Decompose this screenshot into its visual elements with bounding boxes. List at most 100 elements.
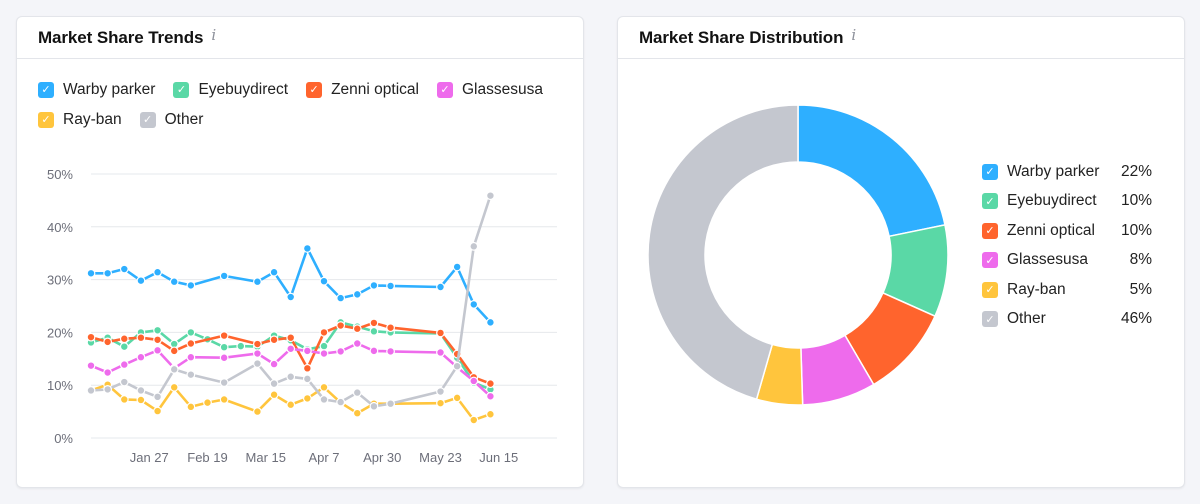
data-point[interactable] <box>253 277 262 287</box>
data-point[interactable] <box>369 401 379 411</box>
data-point[interactable] <box>269 267 279 277</box>
data-point[interactable] <box>136 386 146 395</box>
checkbox-icon[interactable]: ✓ <box>982 252 998 269</box>
data-point[interactable] <box>302 374 312 384</box>
data-point[interactable] <box>302 346 312 356</box>
checkbox-icon[interactable]: ✓ <box>982 163 998 180</box>
data-point[interactable] <box>253 339 262 349</box>
legend-item-ray-ban[interactable]: ✓ Ray-ban 5% <box>982 275 1152 305</box>
data-point[interactable] <box>153 392 162 402</box>
data-point[interactable] <box>352 289 362 299</box>
data-point[interactable] <box>469 376 479 386</box>
checkbox-icon[interactable]: ✓ <box>982 281 998 298</box>
legend-item-other[interactable]: ✓ Other <box>139 110 203 129</box>
data-point[interactable] <box>253 349 262 358</box>
data-point[interactable] <box>136 333 146 343</box>
data-point[interactable] <box>269 335 279 345</box>
data-point[interactable] <box>86 268 96 278</box>
data-point[interactable] <box>119 377 129 387</box>
data-point[interactable] <box>153 267 162 277</box>
data-point[interactable] <box>319 276 329 286</box>
data-point[interactable] <box>386 347 395 356</box>
data-point[interactable] <box>269 390 279 400</box>
legend-item-other[interactable]: ✓ Other 46% <box>982 305 1152 335</box>
data-point[interactable] <box>319 349 329 358</box>
checkbox-icon[interactable]: ✓ <box>38 81 54 98</box>
data-point[interactable] <box>469 300 479 309</box>
data-point[interactable] <box>136 276 146 286</box>
data-point[interactable] <box>286 344 296 354</box>
data-point[interactable] <box>219 353 229 363</box>
data-point[interactable] <box>336 397 346 407</box>
data-point[interactable] <box>153 406 162 416</box>
data-point[interactable] <box>286 400 296 410</box>
data-point[interactable] <box>436 328 445 338</box>
data-point[interactable] <box>336 293 346 303</box>
legend-item-zenni-optical[interactable]: ✓ Zenni optical 10% <box>982 216 1152 246</box>
checkbox-icon[interactable]: ✓ <box>139 111 156 128</box>
data-point[interactable] <box>386 281 395 291</box>
checkbox-icon[interactable]: ✓ <box>982 193 998 210</box>
data-point[interactable] <box>352 324 362 334</box>
data-point[interactable] <box>436 398 445 408</box>
data-point[interactable] <box>103 368 113 377</box>
data-point[interactable] <box>319 341 329 351</box>
data-point[interactable] <box>169 277 179 287</box>
data-point[interactable] <box>386 399 395 409</box>
data-point[interactable] <box>286 372 296 382</box>
data-point[interactable] <box>319 395 329 404</box>
data-point[interactable] <box>302 394 312 403</box>
data-point[interactable] <box>486 317 495 327</box>
data-point[interactable] <box>369 326 379 336</box>
data-point[interactable] <box>352 408 362 418</box>
donut-slice-warby-parker[interactable] <box>797 104 946 238</box>
data-point[interactable] <box>103 337 113 347</box>
data-point[interactable] <box>203 398 212 408</box>
data-point[interactable] <box>486 409 495 419</box>
data-point[interactable] <box>436 282 445 292</box>
data-point[interactable] <box>153 345 162 355</box>
data-point[interactable] <box>302 244 312 253</box>
data-point[interactable] <box>486 391 495 401</box>
data-point[interactable] <box>136 352 146 362</box>
data-point[interactable] <box>86 332 96 342</box>
data-point[interactable] <box>169 364 179 374</box>
data-point[interactable] <box>286 333 296 343</box>
legend-item-warby-parker[interactable]: ✓ Warby parker 22% <box>982 157 1152 187</box>
data-point[interactable] <box>219 342 229 352</box>
legend-item-glassesusa[interactable]: ✓ Glassesusa <box>436 80 543 99</box>
data-point[interactable] <box>269 379 279 389</box>
data-point[interactable] <box>103 268 113 278</box>
data-point[interactable] <box>369 346 379 356</box>
data-point[interactable] <box>352 388 362 397</box>
data-point[interactable] <box>119 334 129 344</box>
data-point[interactable] <box>436 348 445 357</box>
data-point[interactable] <box>169 346 179 356</box>
data-point[interactable] <box>119 395 129 404</box>
donut-slice-other[interactable] <box>647 104 799 401</box>
data-point[interactable] <box>269 359 279 369</box>
data-point[interactable] <box>186 370 196 380</box>
info-icon[interactable]: i <box>211 25 217 44</box>
checkbox-icon[interactable]: ✓ <box>306 81 323 98</box>
data-point[interactable] <box>452 361 462 371</box>
data-point[interactable] <box>219 331 229 340</box>
data-point[interactable] <box>186 281 196 290</box>
data-point[interactable] <box>386 323 395 333</box>
data-point[interactable] <box>336 321 346 330</box>
data-point[interactable] <box>103 385 113 394</box>
data-point[interactable] <box>302 363 312 373</box>
legend-item-eyebuydirect[interactable]: ✓ Eyebuydirect <box>173 80 288 99</box>
data-point[interactable] <box>219 395 229 404</box>
data-point[interactable] <box>219 378 229 387</box>
checkbox-icon[interactable]: ✓ <box>38 111 54 128</box>
data-point[interactable] <box>469 241 479 251</box>
data-point[interactable] <box>219 271 229 281</box>
data-point[interactable] <box>352 339 362 348</box>
data-point[interactable] <box>119 264 129 274</box>
checkbox-icon[interactable]: ✓ <box>436 81 453 98</box>
checkbox-icon[interactable]: ✓ <box>982 311 998 328</box>
data-point[interactable] <box>452 393 462 403</box>
data-point[interactable] <box>136 395 146 405</box>
data-point[interactable] <box>119 342 129 352</box>
